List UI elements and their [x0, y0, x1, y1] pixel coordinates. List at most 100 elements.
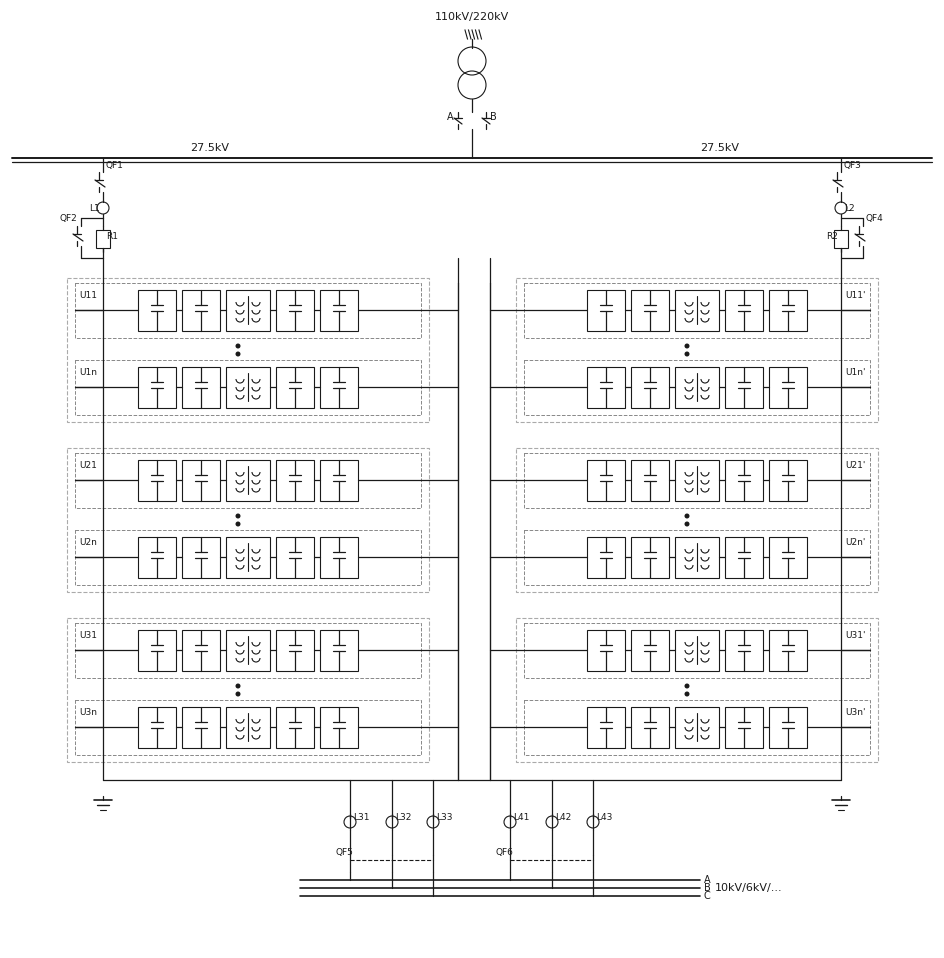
Bar: [226, 367, 270, 408]
Bar: [67, 618, 429, 762]
Bar: [725, 707, 763, 748]
Text: 27.5kV: 27.5kV: [700, 143, 739, 153]
Text: U31: U31: [79, 631, 97, 640]
Bar: [675, 460, 719, 501]
Bar: [182, 367, 220, 408]
Bar: [320, 537, 358, 578]
Text: R1: R1: [106, 232, 118, 240]
Bar: [182, 630, 220, 671]
Bar: [516, 618, 878, 762]
Circle shape: [684, 521, 689, 527]
Bar: [587, 460, 625, 501]
Circle shape: [235, 683, 241, 689]
Bar: [769, 630, 807, 671]
Bar: [226, 707, 270, 748]
Bar: [75, 700, 421, 755]
Bar: [320, 630, 358, 671]
Bar: [75, 360, 421, 415]
Bar: [182, 707, 220, 748]
Bar: [725, 537, 763, 578]
Bar: [226, 630, 270, 671]
Bar: [320, 367, 358, 408]
Text: L33: L33: [436, 812, 452, 822]
Bar: [587, 537, 625, 578]
Bar: [138, 707, 176, 748]
Bar: [769, 367, 807, 408]
Text: L42: L42: [555, 812, 571, 822]
Text: U1n: U1n: [79, 368, 97, 377]
Text: U3n: U3n: [79, 708, 97, 717]
Circle shape: [235, 344, 241, 349]
Circle shape: [684, 352, 689, 356]
Bar: [631, 707, 669, 748]
Text: L1: L1: [90, 203, 100, 213]
Bar: [675, 537, 719, 578]
Bar: [67, 278, 429, 422]
Text: U2n': U2n': [846, 538, 866, 547]
Bar: [138, 460, 176, 501]
Bar: [631, 630, 669, 671]
Bar: [226, 537, 270, 578]
Bar: [675, 707, 719, 748]
Text: 10kV/6kV/...: 10kV/6kV/...: [715, 883, 783, 893]
Text: QF4: QF4: [865, 214, 883, 222]
Text: 27.5kV: 27.5kV: [191, 143, 229, 153]
Text: 110kV/220kV: 110kV/220kV: [435, 12, 509, 22]
Text: U31': U31': [846, 631, 866, 640]
Bar: [587, 290, 625, 331]
Bar: [75, 453, 421, 508]
Circle shape: [235, 513, 241, 518]
Text: U11: U11: [79, 291, 97, 300]
Bar: [182, 290, 220, 331]
Bar: [226, 460, 270, 501]
Text: QF5: QF5: [335, 848, 353, 856]
Text: U21': U21': [846, 461, 866, 470]
Bar: [769, 290, 807, 331]
Bar: [75, 283, 421, 338]
Bar: [182, 460, 220, 501]
Bar: [675, 290, 719, 331]
Text: R2: R2: [826, 232, 838, 240]
Bar: [276, 460, 314, 501]
Bar: [320, 707, 358, 748]
Bar: [524, 623, 870, 678]
Bar: [675, 630, 719, 671]
Bar: [276, 290, 314, 331]
Text: L2: L2: [844, 203, 854, 213]
Bar: [138, 537, 176, 578]
Bar: [320, 290, 358, 331]
Bar: [725, 367, 763, 408]
Bar: [75, 623, 421, 678]
Circle shape: [684, 692, 689, 696]
Text: QF2: QF2: [59, 214, 76, 222]
Bar: [182, 537, 220, 578]
Bar: [276, 367, 314, 408]
Text: L41: L41: [513, 812, 530, 822]
Bar: [631, 290, 669, 331]
Bar: [320, 460, 358, 501]
Text: L43: L43: [596, 812, 613, 822]
Text: C: C: [704, 891, 711, 901]
Text: U11': U11': [846, 291, 866, 300]
Text: U3n': U3n': [846, 708, 866, 717]
Bar: [524, 700, 870, 755]
Bar: [769, 707, 807, 748]
Bar: [516, 448, 878, 592]
Text: QF6: QF6: [495, 848, 513, 856]
Bar: [631, 367, 669, 408]
Bar: [226, 290, 270, 331]
Bar: [516, 278, 878, 422]
Bar: [67, 448, 429, 592]
Bar: [138, 367, 176, 408]
Bar: [587, 707, 625, 748]
Bar: [276, 537, 314, 578]
Text: QF1: QF1: [106, 161, 124, 170]
Bar: [276, 630, 314, 671]
Bar: [276, 707, 314, 748]
Text: L32: L32: [395, 812, 412, 822]
Bar: [587, 630, 625, 671]
Circle shape: [684, 513, 689, 518]
Bar: [725, 460, 763, 501]
Bar: [834, 230, 848, 248]
Text: B: B: [704, 883, 711, 893]
